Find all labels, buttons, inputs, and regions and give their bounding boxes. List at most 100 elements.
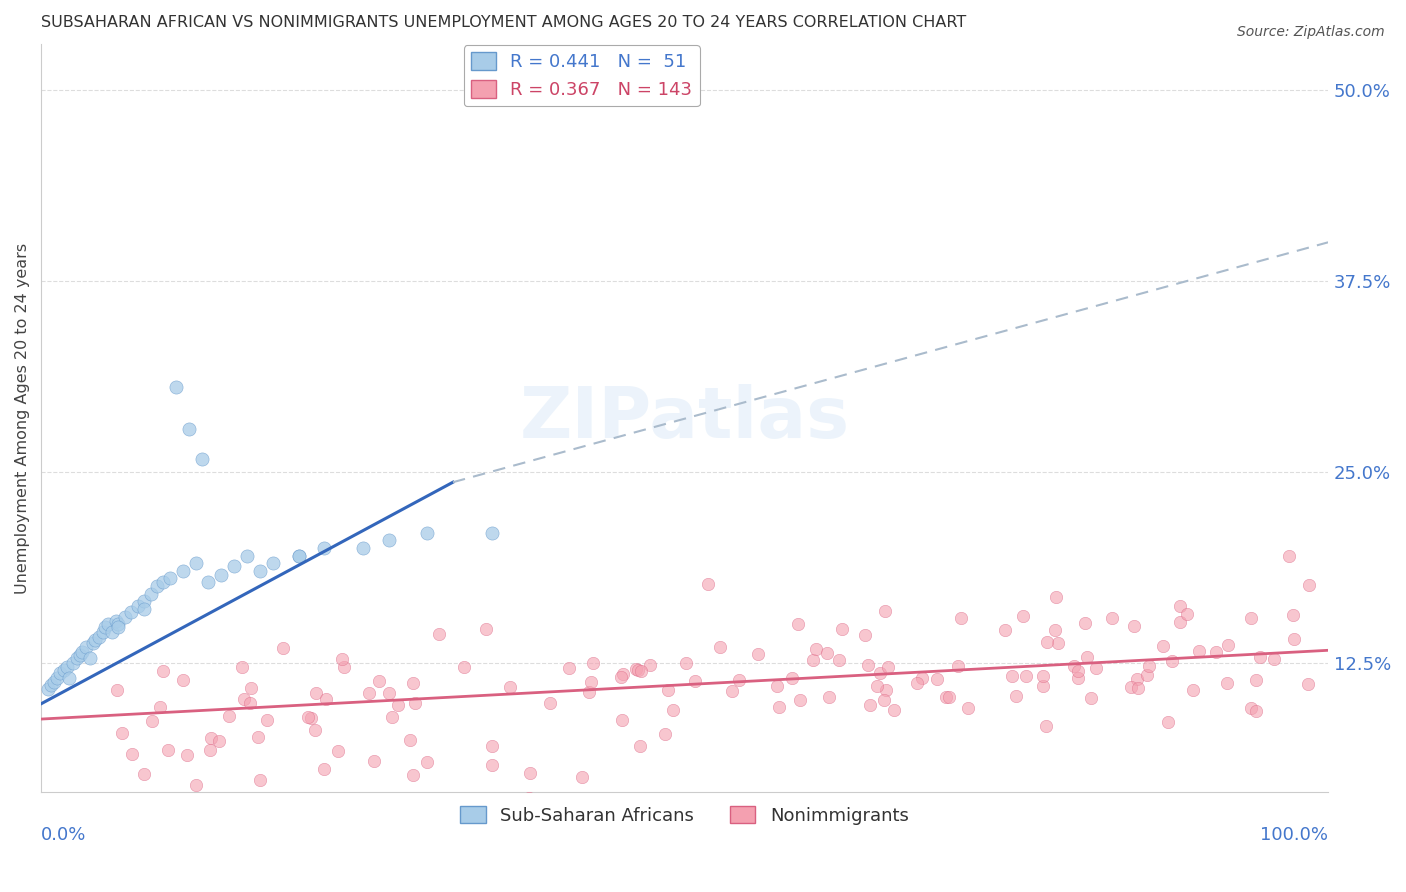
Point xyxy=(56,660,79,674)
Point xyxy=(1298,578,1320,592)
Point xyxy=(1001,669,1024,683)
Point xyxy=(42,675,65,690)
Point xyxy=(139,587,162,601)
Point xyxy=(1004,690,1026,704)
Point xyxy=(517,791,540,805)
Point xyxy=(831,622,853,636)
Point xyxy=(910,671,932,685)
Point xyxy=(127,599,149,613)
Point xyxy=(416,525,439,540)
Point xyxy=(747,647,769,661)
Point xyxy=(927,672,949,686)
Point xyxy=(1135,667,1157,681)
Point xyxy=(287,549,309,563)
Point xyxy=(367,674,389,689)
Point xyxy=(402,676,425,690)
Point xyxy=(91,624,114,639)
Point xyxy=(858,657,880,672)
Point xyxy=(172,673,194,687)
Point xyxy=(363,754,385,768)
Point xyxy=(709,640,731,654)
Point xyxy=(578,685,600,699)
Point xyxy=(1188,644,1211,658)
Point xyxy=(657,682,679,697)
Point xyxy=(1045,591,1067,605)
Point xyxy=(481,758,503,772)
Point xyxy=(780,671,803,685)
Point xyxy=(314,541,336,555)
Point xyxy=(387,698,409,712)
Point xyxy=(956,701,979,715)
Point xyxy=(859,698,882,712)
Point xyxy=(1123,619,1146,633)
Point xyxy=(141,714,163,728)
Point xyxy=(866,679,889,693)
Point xyxy=(610,670,633,684)
Point xyxy=(876,659,898,673)
Point xyxy=(1036,634,1059,648)
Point xyxy=(907,675,929,690)
Point xyxy=(152,574,174,589)
Point xyxy=(765,679,787,693)
Point xyxy=(45,671,67,685)
Point xyxy=(1216,676,1239,690)
Point xyxy=(1278,549,1301,563)
Point xyxy=(661,703,683,717)
Point xyxy=(111,726,134,740)
Text: 0.0%: 0.0% xyxy=(41,826,87,844)
Point xyxy=(1157,715,1180,730)
Point xyxy=(101,624,124,639)
Point xyxy=(62,656,84,670)
Point xyxy=(994,623,1017,637)
Point xyxy=(256,713,278,727)
Text: Source: ZipAtlas.com: Source: ZipAtlas.com xyxy=(1237,25,1385,39)
Point xyxy=(97,617,120,632)
Point xyxy=(1281,608,1303,623)
Point xyxy=(1012,608,1035,623)
Point xyxy=(1240,700,1263,714)
Point xyxy=(79,651,101,665)
Point xyxy=(66,651,89,665)
Point xyxy=(69,648,91,662)
Point xyxy=(132,594,155,608)
Point xyxy=(72,645,94,659)
Point xyxy=(1076,650,1098,665)
Point xyxy=(875,682,897,697)
Point xyxy=(1121,680,1143,694)
Point xyxy=(239,696,262,710)
Point xyxy=(49,666,72,681)
Point xyxy=(1249,649,1271,664)
Point xyxy=(1170,615,1192,629)
Point xyxy=(1205,645,1227,659)
Point xyxy=(107,617,129,632)
Point xyxy=(87,630,110,644)
Point xyxy=(654,727,676,741)
Point xyxy=(612,713,634,727)
Point xyxy=(157,743,180,757)
Point xyxy=(1160,654,1182,668)
Point xyxy=(357,686,380,700)
Point xyxy=(37,681,59,696)
Point xyxy=(104,614,127,628)
Point xyxy=(297,709,319,723)
Point xyxy=(305,686,328,700)
Point xyxy=(789,693,811,707)
Point xyxy=(159,572,181,586)
Point xyxy=(249,773,271,788)
Point xyxy=(675,656,697,670)
Point xyxy=(873,604,896,618)
Point xyxy=(1066,664,1088,678)
Text: ZIPatlas: ZIPatlas xyxy=(520,384,849,452)
Point xyxy=(627,663,650,677)
Point xyxy=(946,659,969,673)
Point xyxy=(120,605,142,619)
Point xyxy=(935,690,957,704)
Point xyxy=(172,564,194,578)
Point xyxy=(938,690,960,705)
Point xyxy=(184,556,207,570)
Point xyxy=(1067,671,1090,685)
Point xyxy=(1296,677,1319,691)
Point xyxy=(640,657,662,672)
Point xyxy=(200,731,222,745)
Point xyxy=(1015,669,1038,683)
